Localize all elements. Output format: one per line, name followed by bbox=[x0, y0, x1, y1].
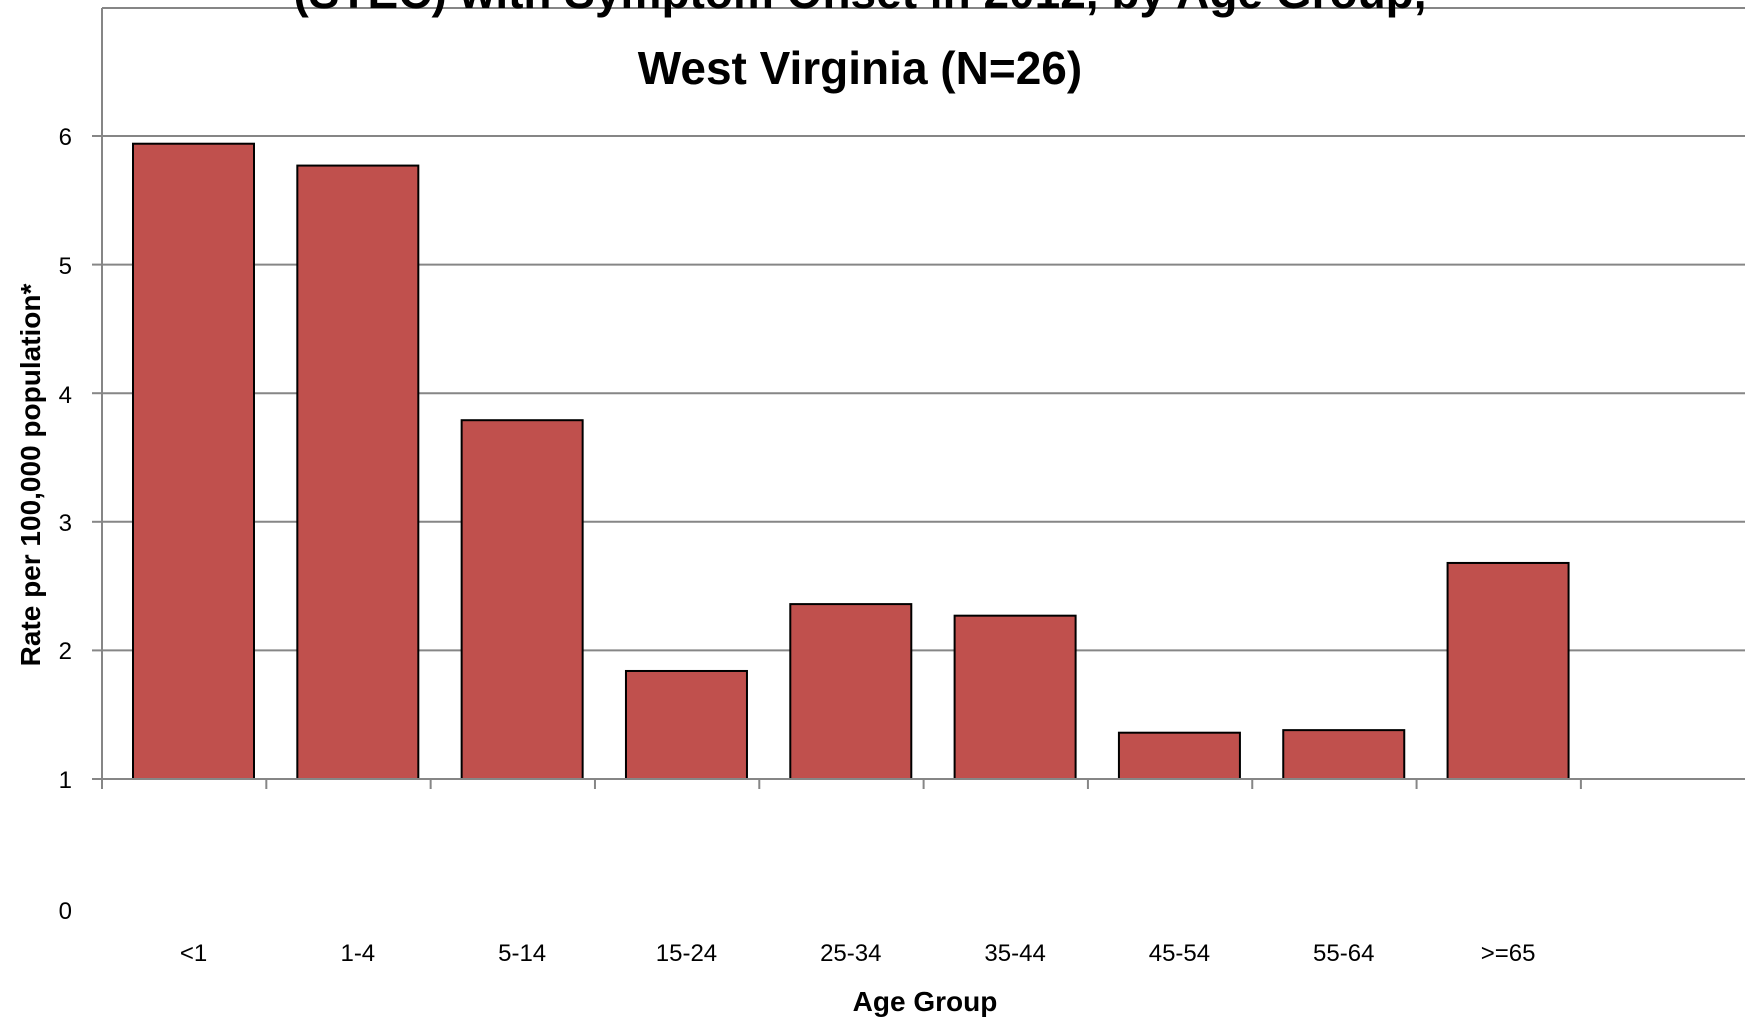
bar-6 bbox=[1117, 731, 1241, 780]
bars-layer bbox=[132, 142, 1570, 781]
bar-8 bbox=[1446, 561, 1570, 781]
y-tick-label: 3 bbox=[59, 510, 72, 537]
x-tick-label: >=65 bbox=[1481, 940, 1536, 967]
x-tick-label: 45-54 bbox=[1149, 940, 1210, 967]
x-tick-label: <1 bbox=[180, 940, 207, 967]
x-tick-label: 35-44 bbox=[984, 940, 1045, 967]
bar-5 bbox=[953, 614, 1077, 780]
x-tick-label: 55-64 bbox=[1313, 940, 1374, 967]
y-tick-label: 6 bbox=[59, 124, 72, 151]
bar-1 bbox=[296, 164, 420, 780]
y-tick-label: 1 bbox=[59, 767, 72, 794]
y-tick-labels: 6 5 4 3 2 1 0 bbox=[59, 124, 72, 925]
y-tick-label: 2 bbox=[59, 638, 72, 665]
bar-3 bbox=[624, 669, 748, 781]
bar-2 bbox=[460, 419, 584, 780]
bar-7 bbox=[1282, 729, 1406, 781]
chart-title-line-1: (STEC) with Symptom Onset in 2012, by Ag… bbox=[293, 0, 1426, 18]
y-axis-title: Rate per 100,000 population* bbox=[15, 284, 46, 667]
bar-0 bbox=[132, 142, 255, 780]
x-axis-title: Age Group bbox=[853, 986, 998, 1017]
y-tick-label: 0 bbox=[59, 898, 72, 925]
x-tick-label: 15-24 bbox=[656, 940, 717, 967]
chart-title-line-2: West Virginia (N=26) bbox=[638, 42, 1082, 94]
y-tick-label: 5 bbox=[59, 253, 72, 280]
x-tick-label: 5-14 bbox=[498, 940, 546, 967]
bar-4 bbox=[789, 603, 913, 780]
y-tick-label: 4 bbox=[59, 382, 72, 409]
x-tick-label: 1-4 bbox=[340, 940, 375, 967]
axes-layer bbox=[92, 8, 1745, 789]
x-tick-label: 25-34 bbox=[820, 940, 881, 967]
x-tick-labels: <1 1-4 5-14 15-24 25-34 35-44 45-54 55-64 >=65 bbox=[180, 940, 1536, 967]
